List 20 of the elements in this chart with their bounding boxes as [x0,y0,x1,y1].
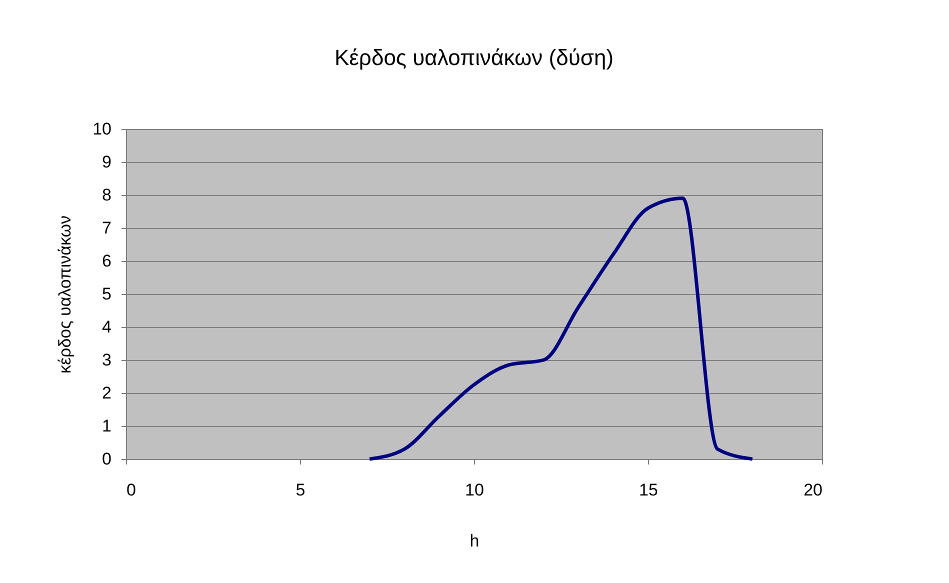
line-series [368,196,754,461]
y-tick-label: 4 [102,318,112,336]
x-tick-label: 20 [804,480,822,500]
x-tick-label: 10 [465,480,484,500]
x-tick-label: 5 [296,480,306,500]
y-tick-label: 10 [92,120,112,138]
y-tick-label: 8 [102,186,112,204]
y-tick-label: 6 [102,252,112,270]
y-tick-label: 9 [102,152,112,172]
y-tick-label: 1 [102,416,112,436]
x-axis-title: h [470,532,480,550]
y-axis-title: κέρδος υαλοπινάκων [56,215,75,374]
y-tick-label: 0 [102,450,112,468]
y-tick-label: 5 [102,284,112,304]
y-tick-label: 3 [102,350,112,370]
y-tick-label: 7 [102,218,112,238]
y-tick-label: 2 [102,384,112,402]
x-tick-label: 0 [126,480,136,500]
x-tick-label: 15 [639,480,658,500]
chart-title: Κέρδος υαλοπινάκων (δύση) [334,45,614,70]
